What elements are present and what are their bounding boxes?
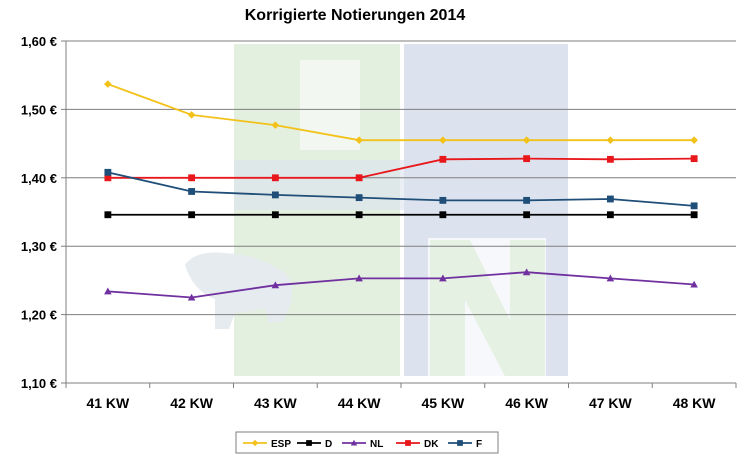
x-tick-label: 48 KW — [673, 395, 717, 411]
data-point-nl — [522, 268, 531, 276]
legend-box — [235, 431, 499, 454]
legend-marker-d — [306, 440, 312, 446]
y-tick-label: 1,30 € — [21, 239, 57, 254]
data-point-esp — [271, 121, 280, 129]
series-d — [104, 211, 698, 219]
x-tick-label: 47 KW — [589, 395, 633, 411]
data-point-d — [606, 211, 614, 219]
x-tick-label: 42 KW — [170, 395, 214, 411]
legend-label-f: F — [476, 439, 482, 450]
y-tick-label: 1,60 € — [21, 34, 57, 49]
series-line-esp — [107, 83, 695, 142]
x-tick-label: 41 KW — [86, 395, 130, 411]
data-point-nl — [104, 287, 112, 295]
y-tick-label: 1,50 € — [21, 102, 57, 117]
data-point-esp — [439, 136, 447, 144]
data-point-esp — [187, 111, 196, 119]
data-point-f — [271, 191, 279, 199]
data-point-dk — [355, 174, 363, 182]
series-line-f — [107, 171, 695, 207]
legend-marker-f — [457, 440, 463, 446]
data-point-f — [188, 188, 196, 195]
legend-label-d: D — [325, 439, 332, 450]
data-point-nl — [439, 274, 447, 282]
legend-label-nl: NL — [370, 439, 383, 450]
data-point-f — [523, 196, 531, 204]
data-point-d — [523, 211, 531, 219]
series-esp — [104, 80, 698, 144]
legend-label-dk: DK — [424, 439, 439, 450]
series-line-nl — [107, 271, 695, 299]
y-tick-label: 1,20 € — [21, 308, 57, 323]
data-point-d — [271, 211, 279, 219]
data-point-dk — [606, 155, 614, 163]
data-point-nl — [690, 280, 698, 288]
x-tick-label: 45 KW — [421, 395, 465, 411]
legend: ESP D NL DK F — [235, 431, 499, 454]
x-axis-ticks: 41 KW 42 KW 43 KW 44 KW 45 KW 46 KW 47 KW 48 KW — [86, 395, 716, 411]
series-f — [104, 168, 698, 210]
data-point-d — [439, 211, 447, 219]
data-point-f — [690, 202, 698, 210]
legend-marker-esp — [251, 439, 259, 447]
data-point-esp — [522, 136, 531, 144]
data-point-esp — [104, 80, 112, 88]
data-point-nl — [606, 274, 615, 282]
data-point-f — [439, 196, 447, 204]
data-point-d — [690, 211, 698, 219]
data-point-dk — [188, 174, 196, 182]
legend-marker-dk — [405, 440, 411, 446]
data-point-dk — [523, 155, 531, 163]
data-point-dk — [104, 174, 112, 182]
data-point-esp — [355, 136, 363, 144]
data-point-f — [355, 194, 363, 202]
data-point-f — [104, 168, 112, 176]
watermark-logo — [185, 44, 568, 376]
series-group — [104, 80, 698, 301]
x-tick-label: 44 KW — [338, 395, 382, 411]
data-point-esp — [690, 136, 698, 144]
data-point-dk — [439, 155, 447, 163]
series-dk — [104, 155, 698, 182]
x-tick-label: 43 KW — [254, 395, 298, 411]
legend-marker-nl — [350, 439, 358, 446]
data-point-dk — [690, 155, 698, 163]
legend-label-esp: ESP — [271, 439, 291, 450]
x-tick-label: 46 KW — [505, 395, 549, 411]
data-point-nl — [271, 281, 280, 289]
data-point-d — [104, 211, 112, 219]
axes — [61, 40, 737, 388]
data-point-d — [188, 211, 196, 219]
data-point-nl — [187, 293, 196, 301]
series-nl — [104, 268, 698, 301]
data-point-esp — [606, 136, 615, 144]
data-point-d — [355, 211, 363, 219]
y-axis-ticks: 1,10 € 1,20 € 1,30 € 1,40 € 1,50 € 1,60 € — [21, 34, 57, 391]
data-point-nl — [355, 274, 363, 282]
y-tick-label: 1,10 € — [21, 376, 57, 391]
chart-title: Korrigierte Notierungen 2014 — [245, 7, 466, 24]
y-tick-label: 1,40 € — [21, 171, 57, 186]
series-line-dk — [107, 157, 695, 179]
data-point-f — [606, 195, 614, 203]
data-point-dk — [271, 174, 279, 182]
